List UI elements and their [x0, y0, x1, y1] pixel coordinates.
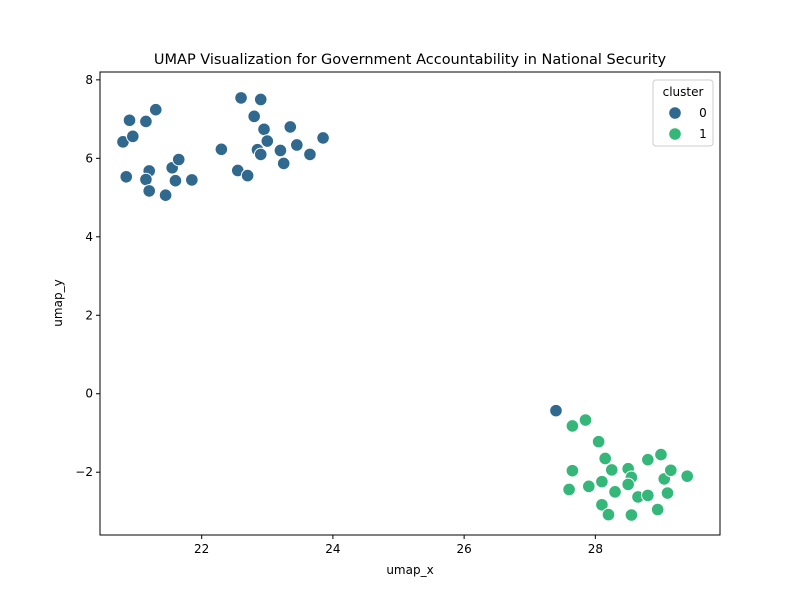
- data-point-cluster-0: [119, 169, 134, 184]
- data-point-cluster-1: [663, 463, 678, 478]
- data-point-cluster-1: [565, 419, 580, 433]
- data-point-cluster-1: [581, 479, 596, 494]
- data-points: [116, 91, 694, 522]
- data-point-cluster-0: [139, 114, 153, 129]
- data-point-cluster-0: [303, 147, 317, 162]
- data-point-cluster-0: [171, 152, 186, 167]
- legend-items: 01: [668, 106, 707, 141]
- plot-area: [99, 71, 721, 536]
- data-point-cluster-0: [247, 109, 261, 124]
- data-point-cluster-0: [122, 113, 137, 128]
- data-point-cluster-1: [641, 488, 655, 503]
- y-tick-label: −2: [75, 465, 93, 479]
- data-point-cluster-0: [214, 142, 229, 157]
- data-point-cluster-1: [595, 497, 609, 512]
- data-point-cluster-0: [139, 172, 153, 187]
- data-point-cluster-1: [621, 477, 635, 492]
- data-point-cluster-1: [608, 485, 622, 499]
- x-axis-label: umap_x: [386, 563, 433, 577]
- data-point-cluster-0: [276, 156, 291, 171]
- data-point-cluster-1: [598, 451, 612, 466]
- data-point-cluster-1: [565, 463, 580, 478]
- data-point-cluster-0: [257, 122, 271, 137]
- x-tick-label: 26: [456, 542, 471, 556]
- data-point-cluster-1: [601, 507, 616, 522]
- data-point-cluster-0: [290, 138, 304, 152]
- data-point-cluster-0: [234, 91, 248, 105]
- data-point-cluster-0: [253, 92, 268, 107]
- data-point-cluster-1: [578, 413, 593, 427]
- data-point-cluster-1: [562, 482, 576, 497]
- data-point-cluster-1: [604, 463, 619, 477]
- legend-label-1: 1: [699, 127, 707, 141]
- data-point-cluster-1: [595, 474, 609, 489]
- data-point-cluster-0: [260, 134, 275, 148]
- data-point-cluster-0: [253, 147, 268, 162]
- y-axis-label: umap_y: [51, 279, 65, 326]
- data-point-cluster-0: [142, 184, 157, 198]
- data-point-cluster-0: [168, 173, 183, 188]
- legend-label-0: 0: [699, 106, 707, 120]
- data-point-cluster-0: [283, 120, 298, 134]
- data-point-cluster-0: [273, 143, 288, 158]
- x-tick-label: 22: [194, 542, 209, 556]
- data-point-cluster-1: [624, 508, 639, 522]
- y-tick-label: 6: [85, 151, 93, 165]
- data-point-cluster-1: [641, 452, 655, 467]
- legend-marker-1: [668, 127, 682, 141]
- data-point-cluster-0: [240, 168, 255, 183]
- data-point-cluster-0: [158, 188, 173, 203]
- legend-title: cluster: [663, 85, 704, 99]
- data-point-cluster-1: [660, 486, 675, 500]
- data-point-cluster-1: [591, 434, 606, 449]
- y-tick-label: 2: [85, 308, 93, 322]
- x-tick-label: 24: [325, 542, 340, 556]
- y-tick-label: 4: [85, 230, 93, 244]
- y-tick-label: 8: [85, 73, 93, 87]
- data-point-cluster-1: [680, 469, 694, 483]
- data-point-cluster-0: [316, 131, 330, 145]
- legend-box: [652, 79, 714, 147]
- x-tick-label: 28: [588, 542, 603, 556]
- legend-marker-0: [668, 106, 682, 120]
- data-point-cluster-1: [654, 447, 668, 462]
- data-point-cluster-0: [185, 173, 199, 187]
- x-axis: 22 24 26 28: [194, 535, 603, 556]
- data-point-cluster-0: [549, 403, 563, 418]
- y-axis: −2 0 2 4 6 8: [75, 73, 100, 479]
- chart-title: UMAP Visualization for Government Accoun…: [154, 52, 667, 68]
- data-point-cluster-0: [126, 129, 140, 144]
- y-tick-label: 0: [85, 387, 93, 401]
- data-point-cluster-0: [148, 102, 163, 117]
- legend: cluster 01: [652, 79, 714, 147]
- plot-frame: [99, 71, 721, 536]
- data-point-cluster-1: [650, 502, 665, 517]
